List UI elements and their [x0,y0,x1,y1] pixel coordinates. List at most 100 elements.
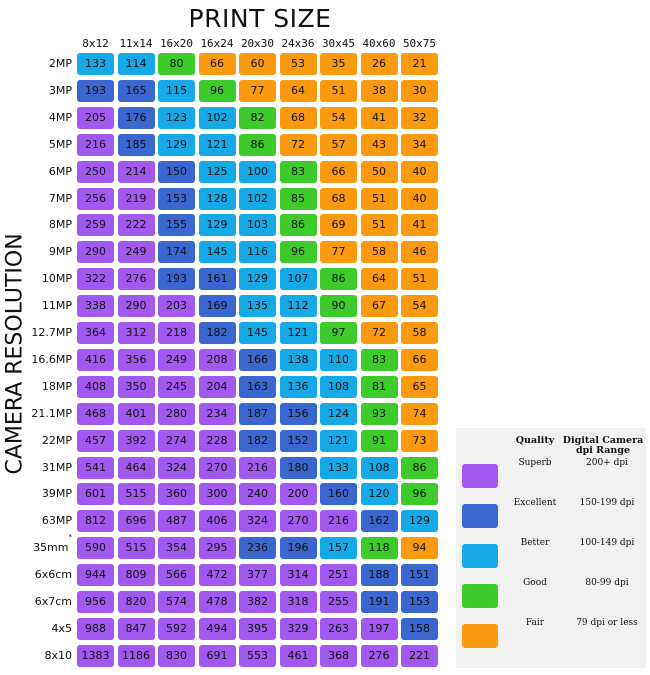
table-cell: 944 [77,564,114,587]
row-header: 16.6MP [31,352,72,366]
table-cell: 176 [117,106,155,129]
table-cell: 108 [360,456,398,479]
table-cell: 129 [239,268,276,291]
table-cell: 80 [158,53,195,75]
table-cell: 108 [320,375,357,398]
table-cell: 82 [239,106,276,129]
table-cell: 93 [360,402,398,425]
legend: Quality Digital Camera dpi Range Superb 2… [456,428,646,668]
table-cell: 487 [158,510,195,533]
table-cell: 219 [117,187,155,210]
table-cell: 601 [77,483,114,506]
table-cell: 103 [239,214,276,237]
table-cell: 85 [279,187,317,210]
table-cell: 395 [239,617,276,640]
table-cell: 133 [320,456,357,479]
table-cell: 120 [360,483,398,506]
table-cell: 150 [158,160,195,183]
table-cell: 53 [279,53,317,75]
table-cell: 21 [401,53,438,75]
table-cell: 364 [77,322,114,344]
column-header: 40x60 [362,37,396,50]
table-cell: 256 [77,187,114,210]
table-cell: 222 [117,214,155,237]
table-cell: 188 [360,564,398,587]
chart-title: PRINT SIZE [188,4,332,33]
table-cell: 94 [401,537,438,560]
table-cell: 158 [401,617,438,640]
legend-item: Superb 200+ dpi [456,456,646,494]
legend-quality: Good [523,578,547,588]
table-cell: 128 [198,187,236,210]
table-cell: 162 [360,510,398,533]
legend-range: 80-99 dpi [585,578,629,588]
row-header: 4x5 [51,621,72,635]
row-header: 31MP [41,460,72,474]
column-headers: 8x12 11x14 16x20 16x24 20x30 24x36 30x45 40x60 5… [0,0,450,55]
table-cell: 236 [239,537,276,560]
table-cell: 461 [279,644,317,667]
table-cell: 72 [279,133,317,156]
table-cell: 691 [198,644,236,667]
row-header: 4MP [48,110,72,124]
table-cell: 97 [320,322,357,344]
table-cell: 124 [320,402,357,425]
legend-range: 100-149 dpi [579,538,635,548]
table-cell: 250 [77,160,114,183]
table-cell: 541 [77,456,114,479]
legend-range-header: Digital Camera dpi Range [562,435,644,456]
table-cell: 574 [158,591,195,613]
legend-quality: Superb [518,458,552,468]
column-header: 30x45 [321,37,356,50]
legend-range: 150-199 dpi [579,498,635,508]
table-cell: 112 [279,295,317,318]
table-cell: 58 [360,241,398,264]
table-cell: 234 [198,402,236,425]
table-cell: 121 [279,322,317,344]
legend-swatch [462,624,498,648]
table-cell: 553 [239,644,276,667]
table-cell: 830 [158,644,195,667]
table-cell: 51 [401,268,438,291]
table-cell: 245 [158,375,195,398]
row-headers: 2MP 3MP 4MP 5MP 6MP 7MP 8MP 9MP 10MP 11MP 12.7MP 16… [0,0,80,675]
row-header: 10MP [41,272,72,286]
table-cell: 464 [117,456,155,479]
table-cell: 187 [239,402,276,425]
table-cell: 153 [401,591,438,613]
table-cell: 32 [401,106,438,129]
table-cell: 110 [320,348,357,371]
table-cell: 592 [158,617,195,640]
table-cell: 77 [320,241,357,264]
table-cell: 401 [117,402,155,425]
table-cell: 515 [117,483,155,506]
row-header: 22MP [41,433,72,447]
table-cell: 812 [77,510,114,533]
table-cell: 214 [117,160,155,183]
table-cell: 67 [360,295,398,318]
table-cell: 360 [158,483,195,506]
table-cell: 338 [77,295,114,318]
table-cell: 35 [320,53,357,75]
table-cell: 102 [239,187,276,210]
table-cell: 182 [198,322,236,344]
column-header: 11x14 [119,37,153,50]
table-cell: 34 [401,133,438,156]
table-cell: 274 [158,429,195,452]
table-cell: 69 [320,214,357,237]
table-cell: 133 [77,53,114,75]
table-cell: 66 [198,53,236,75]
table-cell: 197 [360,617,398,640]
table-cell: 40 [401,187,438,210]
table-cell: 96 [198,79,236,102]
row-header: 2MP [48,57,72,70]
table-cell: 125 [198,160,236,183]
table-cell: 392 [117,429,155,452]
table-cell: 114 [117,53,155,75]
table-cell: 408 [77,375,114,398]
table-cell: 276 [360,644,398,667]
table-cell: 216 [77,133,114,156]
table-cell: 121 [320,429,357,452]
table-cell: 1383 [77,644,114,667]
table-cell: 322 [77,268,114,291]
